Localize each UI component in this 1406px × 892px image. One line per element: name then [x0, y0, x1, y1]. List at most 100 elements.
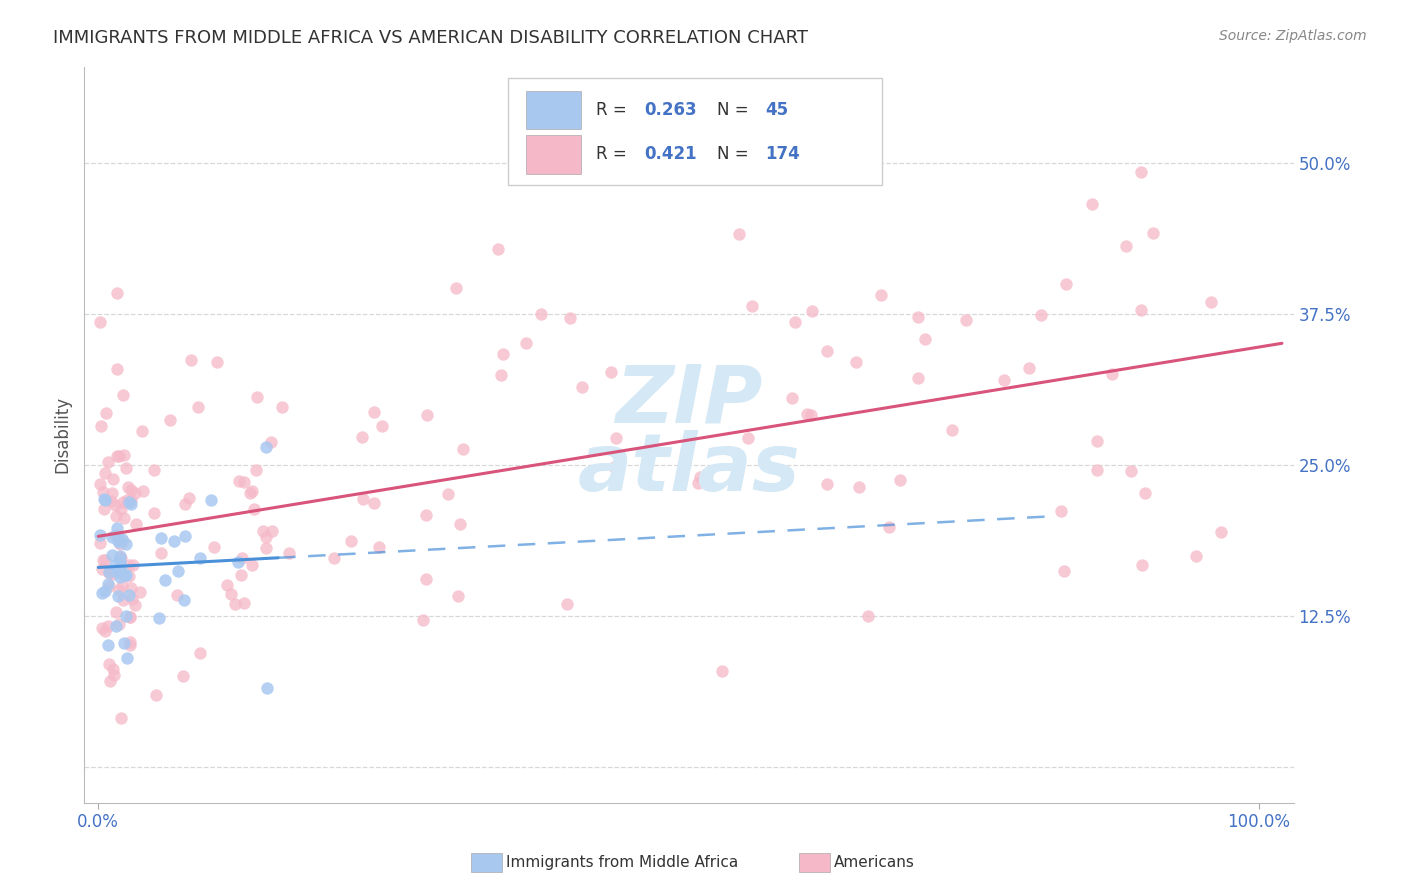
Point: [108, 617, 131, 632]
FancyBboxPatch shape: [526, 136, 581, 174]
Point: [104, 528, 127, 542]
Point: [100, 494, 122, 508]
Point: [605, 431, 627, 445]
Point: [100, 486, 122, 500]
Point: [447, 589, 470, 603]
Point: [91, 484, 114, 499]
Point: [163, 533, 186, 548]
Point: [93, 491, 115, 506]
Point: [107, 533, 129, 548]
Point: [180, 352, 202, 367]
Point: [243, 501, 266, 516]
Point: [415, 508, 437, 522]
Point: [149, 545, 172, 559]
Point: [108, 536, 131, 550]
Point: [122, 558, 145, 572]
Point: [1185, 549, 1208, 563]
Point: [728, 227, 751, 241]
Text: Americans: Americans: [834, 855, 915, 870]
Point: [112, 636, 135, 650]
Point: [107, 530, 129, 544]
Point: [571, 380, 593, 394]
Point: [907, 310, 929, 325]
Point: [558, 311, 581, 326]
Point: [845, 354, 868, 368]
Point: [415, 572, 437, 586]
Point: [277, 546, 299, 560]
Point: [232, 475, 254, 490]
Point: [363, 496, 385, 510]
Point: [97, 639, 120, 653]
Point: [118, 588, 141, 602]
Point: [603, 460, 626, 475]
Point: [177, 491, 200, 506]
Point: [142, 506, 165, 520]
Point: [252, 524, 274, 539]
Point: [367, 541, 389, 555]
Point: [246, 390, 269, 404]
Y-axis label: Disability: Disability: [53, 396, 72, 474]
Point: [148, 611, 170, 625]
Point: [187, 400, 209, 414]
Point: [260, 434, 283, 449]
Point: [416, 408, 439, 422]
Point: [107, 450, 129, 464]
Point: [93, 553, 115, 567]
Point: [110, 711, 132, 725]
Point: [221, 587, 243, 601]
Point: [111, 532, 134, 546]
Point: [120, 493, 142, 508]
Point: [91, 562, 114, 576]
Point: [688, 475, 710, 490]
Point: [229, 568, 252, 582]
Point: [115, 460, 138, 475]
Point: [115, 568, 138, 582]
Point: [110, 559, 132, 574]
Point: [117, 492, 139, 507]
Point: [444, 281, 467, 295]
Text: R =: R =: [596, 102, 631, 120]
Point: [97, 576, 120, 591]
Point: [741, 299, 763, 313]
Point: [1054, 277, 1077, 292]
Point: [492, 346, 515, 360]
Point: [710, 664, 733, 678]
Point: [98, 673, 121, 688]
Point: [815, 343, 838, 358]
Point: [486, 242, 509, 256]
Point: [117, 480, 139, 494]
Point: [1085, 434, 1108, 448]
Point: [489, 368, 512, 383]
Point: [115, 650, 138, 665]
Point: [254, 541, 277, 556]
Point: [1142, 226, 1164, 240]
Point: [449, 517, 471, 532]
Point: [239, 486, 262, 500]
Point: [599, 365, 621, 379]
Point: [110, 502, 132, 516]
Point: [555, 597, 578, 611]
Point: [231, 551, 253, 566]
Point: [955, 312, 977, 326]
Point: [1132, 558, 1154, 572]
Point: [240, 484, 263, 499]
Point: [111, 534, 134, 549]
Point: [412, 613, 434, 627]
Point: [172, 669, 194, 683]
Point: [142, 462, 165, 476]
Point: [260, 524, 283, 538]
Point: [1211, 524, 1233, 539]
Point: [118, 610, 141, 624]
Point: [1101, 367, 1123, 381]
Point: [993, 373, 1015, 387]
Point: [1130, 303, 1153, 318]
Point: [167, 564, 190, 578]
Text: Source: ZipAtlas.com: Source: ZipAtlas.com: [1219, 29, 1367, 43]
Point: [118, 495, 141, 509]
Point: [108, 549, 131, 564]
Point: [228, 474, 250, 488]
Point: [224, 597, 246, 611]
Point: [111, 495, 134, 509]
Point: [173, 593, 195, 607]
Point: [107, 565, 129, 579]
